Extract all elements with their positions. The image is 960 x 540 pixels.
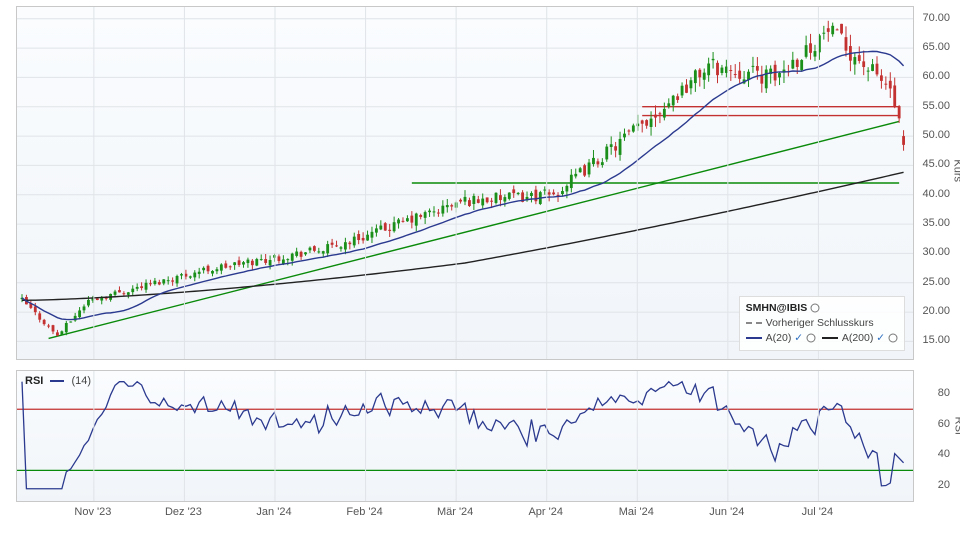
legend-ma200: A(200) — [842, 332, 874, 344]
legend-prev-close: Vorheriger Schlusskurs — [766, 317, 874, 329]
chart-container: SMHN@IBIS Vorheriger Schlusskurs A(20) ✓… — [0, 0, 960, 540]
price-y-axis: 15.0020.0025.0030.0035.0040.0045.0050.00… — [916, 6, 954, 358]
price-chart-panel[interactable]: SMHN@IBIS Vorheriger Schlusskurs A(20) ✓… — [16, 6, 914, 360]
chart-legend: SMHN@IBIS Vorheriger Schlusskurs A(20) ✓… — [739, 296, 905, 351]
ma20-swatch — [746, 337, 762, 339]
legend-ma20: A(20) — [766, 332, 792, 344]
x-axis: Nov '23Dez '23Jan '24Feb '24Mär '24Apr '… — [16, 506, 912, 526]
legend-symbol: SMHN@IBIS — [746, 302, 808, 314]
ma200-swatch — [822, 337, 838, 339]
prev-close-swatch — [746, 322, 762, 324]
rsi-panel[interactable]: RSI (14) — [16, 370, 914, 502]
rsi-y-axis: 20406080 — [916, 370, 954, 500]
rsi-param: (14) — [71, 375, 91, 387]
rsi-title: RSI (14) — [25, 375, 91, 387]
rsi-label: RSI — [25, 375, 43, 387]
rsi-swatch — [50, 380, 64, 382]
